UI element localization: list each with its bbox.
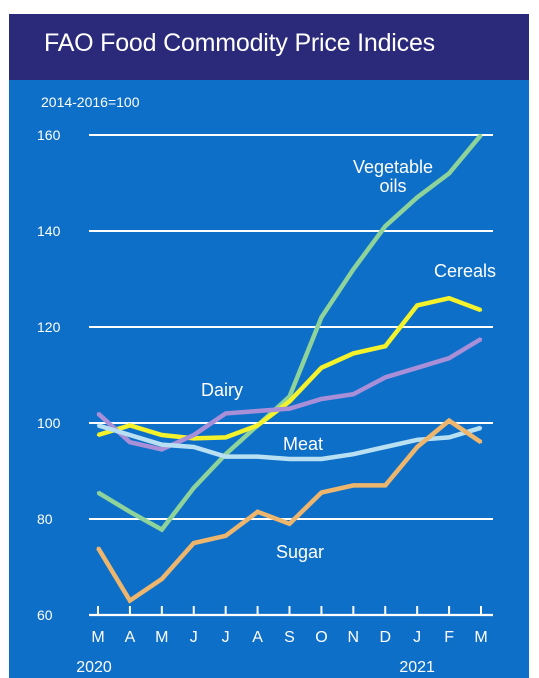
data-point-cereals [256, 424, 259, 427]
data-point-sugar [384, 484, 387, 487]
data-point-cereals [415, 304, 419, 307]
data-point-meat [96, 424, 100, 427]
x-tick-label: A [125, 629, 136, 646]
data-point-cereals [320, 366, 323, 369]
data-point-vegetable-oils [320, 316, 323, 319]
y-tick-label: 160 [37, 127, 61, 143]
series-line-vegetable-oils [96, 133, 483, 533]
chart-subtitle: 2014-2016=100 [41, 94, 140, 110]
data-point-meat [192, 445, 195, 449]
title-bar: FAO Food Commodity Price Indices [9, 14, 529, 80]
data-point-meat [256, 455, 259, 458]
series-label-dairy: Dairy [201, 380, 243, 400]
series-label-cereals: Cereals [434, 261, 496, 281]
data-point-dairy [415, 366, 419, 369]
x-tick-label: F [444, 629, 454, 646]
data-point-cereals [192, 437, 195, 440]
x-tick-label: M [91, 629, 104, 646]
x-tick-label: S [284, 629, 295, 646]
data-point-cereals [288, 400, 291, 403]
data-point-dairy [160, 448, 164, 451]
x-tick-label: D [379, 629, 391, 646]
data-point-sugar [447, 419, 451, 422]
x-tick-label: J [222, 629, 230, 646]
series-line-cereals [97, 295, 482, 441]
data-point-sugar [320, 491, 323, 494]
year-label: 2020 [76, 659, 112, 676]
data-point-meat [224, 455, 227, 458]
data-point-meat [320, 457, 323, 461]
data-point-meat [447, 436, 451, 439]
data-point-cereals [384, 345, 387, 348]
data-point-vegetable-oils [479, 133, 483, 137]
y-tick-label: 100 [37, 415, 61, 431]
data-point-dairy [384, 376, 387, 379]
data-point-sugar [352, 484, 355, 487]
data-point-dairy [288, 407, 291, 410]
data-point-vegetable-oils [384, 225, 387, 228]
y-tick-label: 60 [37, 607, 53, 623]
data-point-vegetable-oils [288, 395, 291, 398]
data-point-sugar [256, 510, 259, 513]
data-point-dairy [192, 433, 195, 437]
data-point-meat [479, 426, 483, 429]
data-point-vegetable-oils [192, 486, 195, 489]
data-point-sugar [160, 577, 164, 581]
data-point-cereals [352, 352, 355, 355]
data-point-vegetable-oils [415, 196, 419, 199]
x-tick-label: M [155, 629, 168, 646]
data-point-sugar [415, 445, 419, 449]
data-point-meat [384, 445, 387, 449]
data-point-vegetable-oils [447, 172, 451, 175]
data-point-vegetable-oils [128, 510, 132, 513]
data-point-sugar [96, 546, 100, 549]
data-point-sugar [192, 541, 195, 545]
y-tick-label: 80 [37, 511, 53, 527]
data-point-cereals [447, 297, 451, 300]
x-tick-label: M [474, 629, 487, 646]
data-point-meat [288, 457, 291, 461]
data-point-sugar [128, 599, 132, 602]
data-point-meat [128, 433, 132, 437]
data-point-dairy [224, 412, 227, 415]
chart-panel: FAO Food Commodity Price Indices 2014-20… [9, 14, 529, 678]
data-point-cereals [128, 424, 132, 427]
data-point-meat [160, 443, 164, 446]
x-tick-label: N [348, 629, 360, 646]
data-point-vegetable-oils [96, 491, 100, 494]
year-label: 2021 [399, 659, 435, 676]
data-point-cereals [96, 433, 100, 437]
data-point-sugar [479, 441, 483, 444]
data-point-dairy [256, 409, 259, 413]
data-point-meat [415, 438, 419, 441]
data-point-sugar [288, 522, 291, 525]
data-point-dairy [96, 412, 100, 415]
chart-title: FAO Food Commodity Price Indices [44, 29, 435, 57]
data-point-dairy [320, 397, 323, 401]
x-tick-label: A [252, 629, 263, 646]
series-label-vegetable-oils: Vegetable oils [353, 157, 433, 196]
x-tick-label: J [190, 629, 198, 646]
series-label-meat: Meat [283, 434, 323, 454]
data-point-cereals [160, 433, 164, 437]
series-label-sugar: Sugar [276, 542, 324, 562]
x-tick-label: O [315, 629, 327, 646]
data-point-cereals [479, 309, 483, 312]
data-point-dairy [352, 393, 355, 396]
data-point-vegetable-oils [160, 528, 164, 531]
data-point-meat [352, 453, 355, 456]
data-point-dairy [447, 357, 451, 360]
data-point-cereals [224, 436, 227, 439]
line-chart: 2014-2016=100 60 80 100 120 140 160 M A M J J A S O N D… [37, 94, 496, 676]
data-point-sugar [224, 534, 227, 537]
data-point-dairy [128, 441, 132, 444]
data-point-vegetable-oils [352, 268, 355, 271]
x-tick-label: J [413, 629, 421, 646]
y-tick-label: 140 [37, 223, 61, 239]
y-tick-label: 120 [37, 319, 61, 335]
data-point-dairy [479, 337, 483, 341]
